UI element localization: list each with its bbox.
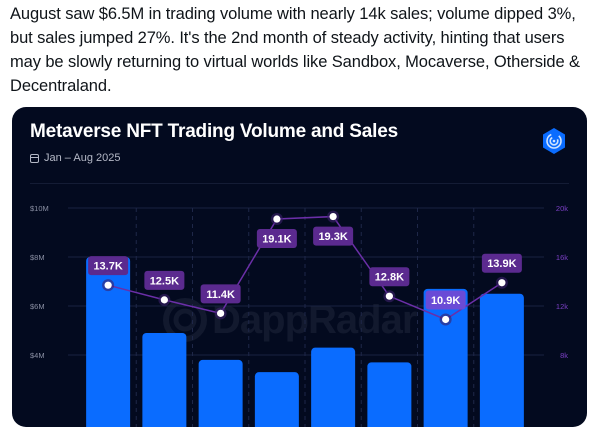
- right-axis-tick-label: 12k: [556, 302, 568, 311]
- sales-point: [160, 296, 168, 304]
- left-axis-tick-label: $6M: [30, 302, 45, 311]
- sales-line: [107, 215, 503, 321]
- volume-bar: [423, 288, 468, 427]
- sales-point: [442, 315, 450, 324]
- sales-point: [104, 281, 112, 289]
- right-axis-tick-label: 8k: [560, 351, 568, 360]
- sales-data-label: 11.4K: [206, 289, 235, 301]
- sales-data-label: 12.8K: [375, 272, 404, 284]
- left-axis-tick-label: $4M: [30, 351, 45, 360]
- right-axis-tick-label: 16k: [556, 253, 568, 262]
- sales-data-label: 12.5K: [150, 275, 179, 287]
- sales-data-label: 19.3K: [318, 231, 347, 243]
- dappradar-logo-icon: [543, 128, 565, 154]
- sales-label-box: [369, 267, 410, 287]
- chart-card: Metaverse NFT Trading Volume and Sales J…: [12, 107, 587, 427]
- sales-data-label: 10.9K: [431, 295, 460, 307]
- volume-bar: [86, 257, 131, 427]
- post-text: August saw $6.5M in trading volume with …: [10, 5, 580, 95]
- sales-label-box: [256, 229, 297, 249]
- sales-point: [217, 309, 225, 317]
- sales-data-label: 13.7K: [93, 261, 122, 273]
- volume-bar: [142, 332, 187, 427]
- sales-point: [273, 215, 281, 223]
- sales-label-box: [88, 256, 129, 276]
- watermark: DappRadar: [162, 297, 417, 343]
- date-range-text: Jan – Aug 2025: [44, 152, 121, 164]
- combo-chart: $10M $8M $6M $4M 20k 16k 12k 8k 13.7K 12.5K 11.4K 1…: [30, 204, 568, 427]
- sales-label-box: [481, 253, 522, 273]
- sales-point: [329, 212, 337, 221]
- sales-point: [498, 279, 506, 287]
- sales-data-label: 13.9K: [487, 258, 516, 270]
- date-range: Jan – Aug 2025: [30, 152, 120, 164]
- sales-label-box: [144, 270, 185, 290]
- sales-label-box: [313, 226, 354, 246]
- left-axis-tick-label: $8M: [30, 253, 45, 262]
- sales-point: [385, 292, 393, 300]
- calendar-icon: [30, 153, 39, 163]
- header-divider: [30, 183, 569, 184]
- volume-bar: [479, 293, 524, 427]
- right-axis-tick-label: 20k: [556, 204, 568, 213]
- volume-bar: [198, 359, 243, 427]
- volume-bar: [311, 347, 356, 427]
- watermark-text: DappRadar: [212, 297, 417, 342]
- sales-label-box: [425, 290, 466, 310]
- volume-bar: [367, 362, 412, 427]
- sales-data-label: 19.1K: [262, 234, 291, 246]
- left-axis-tick-label: $10M: [30, 204, 49, 213]
- sales-label-box: [200, 284, 241, 304]
- chart-title: Metaverse NFT Trading Volume and Sales: [30, 121, 398, 142]
